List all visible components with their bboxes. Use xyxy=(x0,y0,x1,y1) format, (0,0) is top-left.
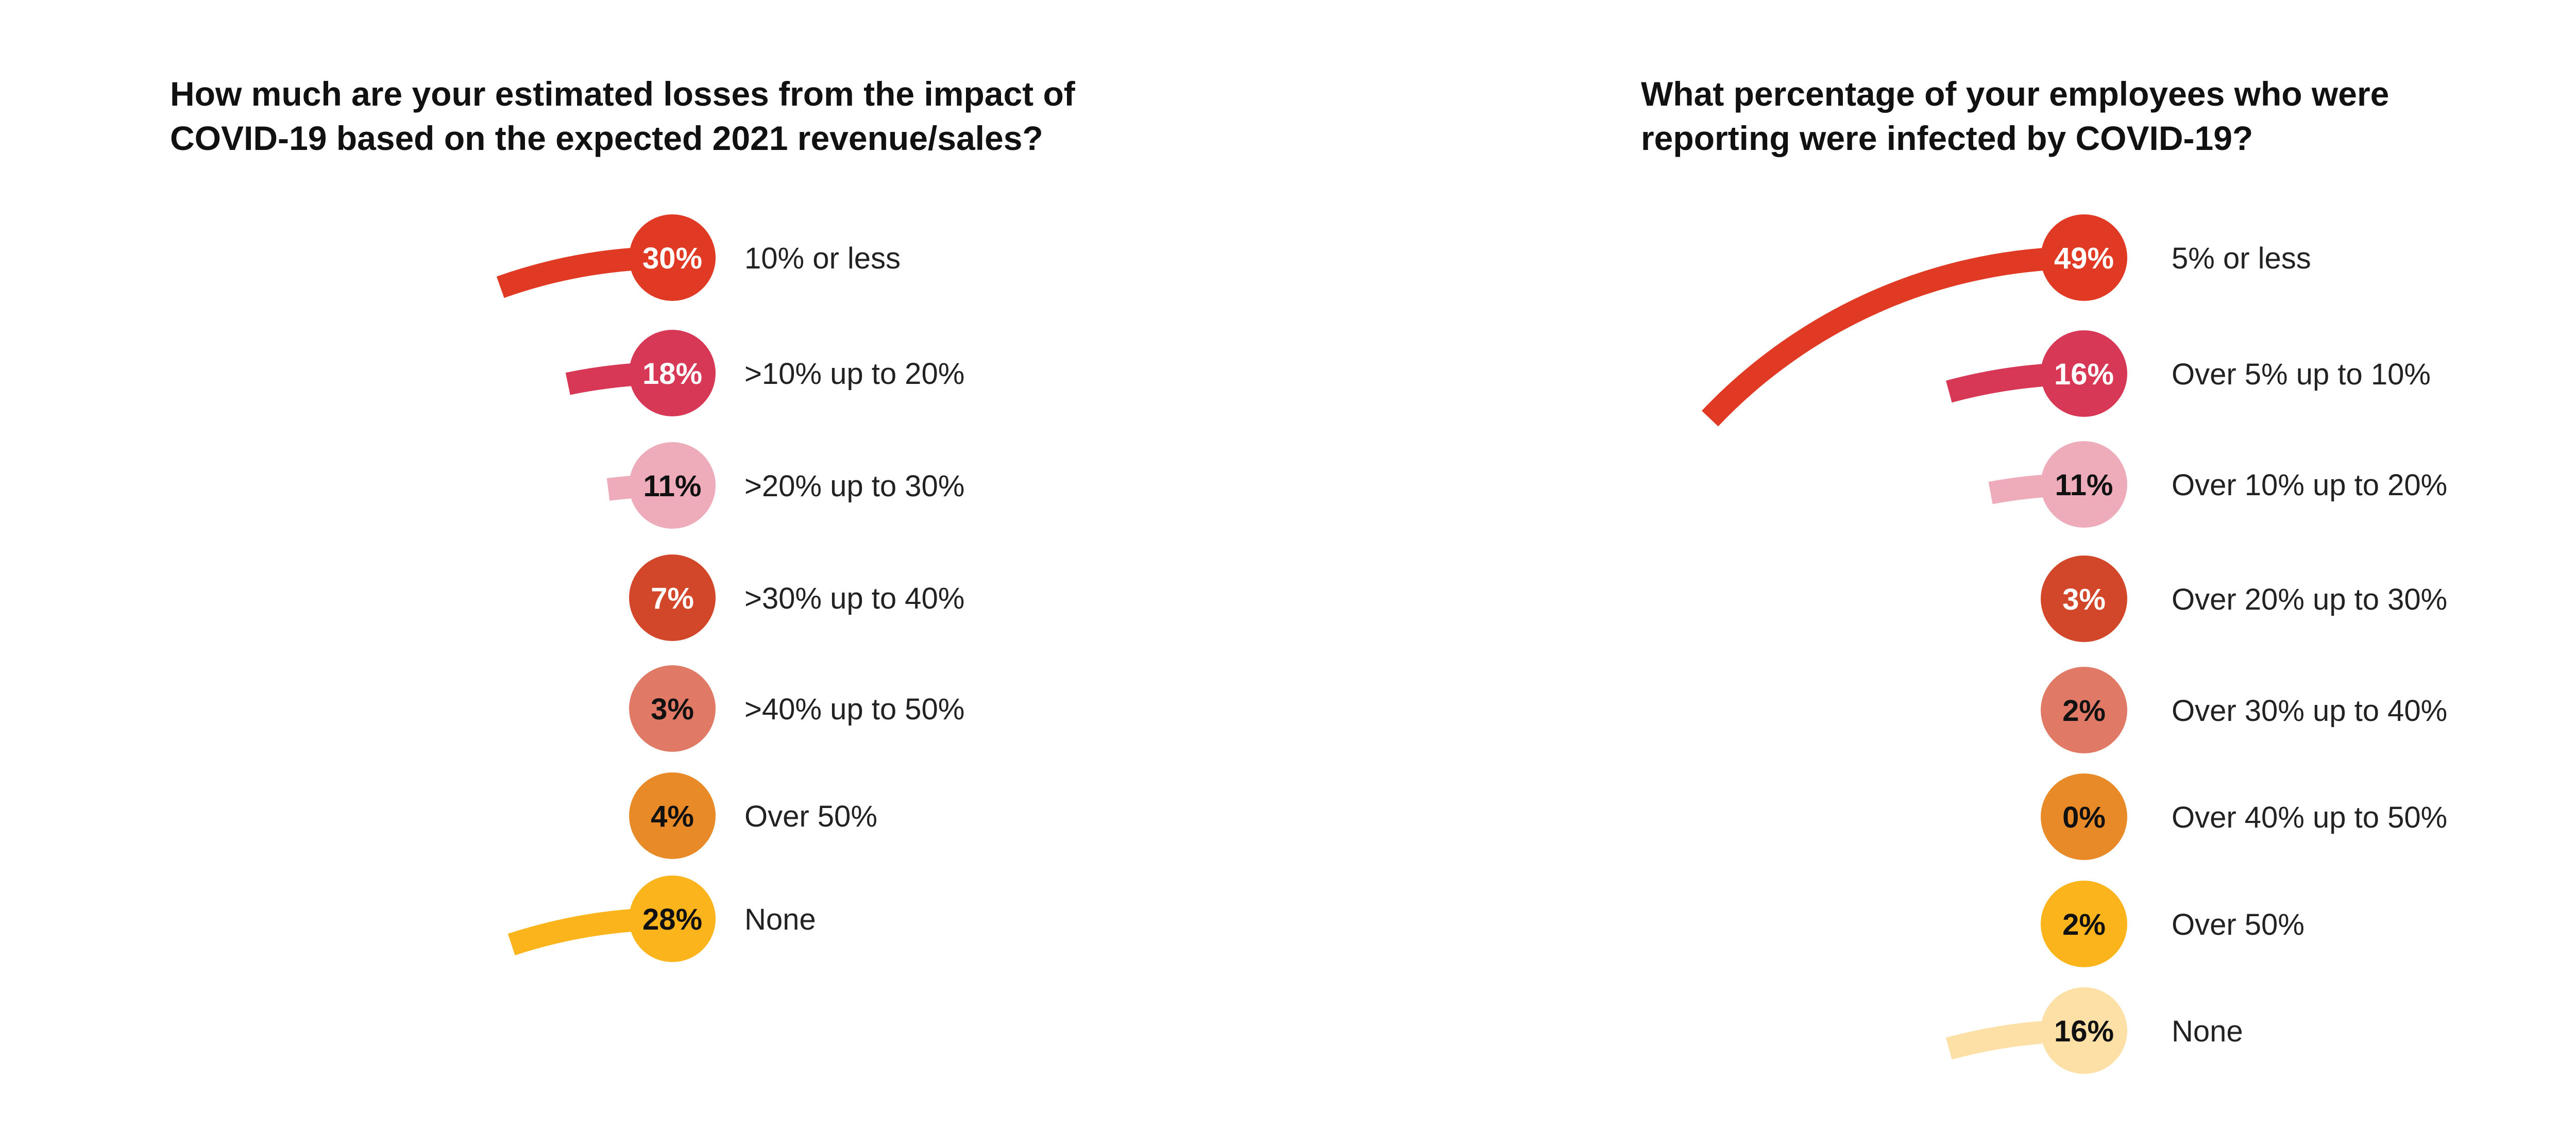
value-circle-over-10-up-to-20 xyxy=(2041,441,2127,528)
value-circle-40-up-to-50 xyxy=(629,665,716,752)
value-label-none: 16% xyxy=(2054,1015,2114,1048)
value-circle-30-up-to-40 xyxy=(629,554,716,641)
value-label-none: 28% xyxy=(642,903,702,936)
value-circle-none xyxy=(2041,987,2127,1074)
category-label-over-30-up-to-40: Over 30% up to 40% xyxy=(2172,694,2447,728)
value-circle-over-50 xyxy=(629,772,716,859)
value-circle-20-up-to-30 xyxy=(629,442,716,529)
value-label-over-5-up-to-10: 16% xyxy=(2054,358,2114,391)
arc-bar-5-or-less xyxy=(1702,246,2084,427)
category-label-over-50: Over 50% xyxy=(2172,908,2304,941)
value-circle-over-5-up-to-10 xyxy=(2041,330,2127,417)
value-circle-10-or-less xyxy=(629,214,716,301)
value-label-10-up-to-20: 18% xyxy=(642,357,702,391)
category-label-none: None xyxy=(2172,1015,2243,1048)
value-label-over-10-up-to-20: 11% xyxy=(2055,468,2113,502)
value-label-over-20-up-to-30: 3% xyxy=(2062,583,2106,616)
value-circle-none xyxy=(629,875,716,962)
chart-title-line: reporting were infected by COVID-19? xyxy=(1641,119,2253,157)
category-label-20-up-to-30: >20% up to 30% xyxy=(744,469,964,503)
chart-title-line: What percentage of your employees who we… xyxy=(1641,75,2389,113)
chart-title-line: How much are your estimated losses from … xyxy=(170,75,1075,113)
category-label-30-up-to-40: >30% up to 40% xyxy=(744,582,964,615)
chart-title-infections: What percentage of your employees who we… xyxy=(1641,72,2517,161)
category-label-over-5-up-to-10: Over 5% up to 10% xyxy=(2172,358,2431,391)
value-circle-over-20-up-to-30 xyxy=(2041,555,2127,642)
value-circle-over-40-up-to-50 xyxy=(2041,773,2127,860)
category-label-over-10-up-to-20: Over 10% up to 20% xyxy=(2172,468,2447,502)
category-label-10-up-to-20: >10% up to 20% xyxy=(744,357,964,391)
category-label-40-up-to-50: >40% up to 50% xyxy=(744,693,964,726)
chart-title-line: COVID-19 based on the expected 2021 reve… xyxy=(170,119,1043,157)
value-label-over-30-up-to-40: 2% xyxy=(2062,694,2106,728)
value-label-over-50: 4% xyxy=(651,800,694,833)
losses-radial-chart: 30% 10% or less 18% >10% up to 20% 11% >20% u… xyxy=(496,214,964,962)
category-label-over-40-up-to-50: Over 40% up to 50% xyxy=(2172,801,2447,834)
value-label-30-up-to-40: 7% xyxy=(651,582,694,615)
value-label-over-50: 2% xyxy=(2062,908,2106,941)
value-label-over-40-up-to-50: 0% xyxy=(2062,801,2106,834)
value-label-40-up-to-50: 3% xyxy=(651,693,694,726)
value-circle-over-50 xyxy=(2041,881,2127,967)
value-label-10-or-less: 30% xyxy=(642,242,702,275)
value-circle-over-30-up-to-40 xyxy=(2041,667,2127,753)
category-label-10-or-less: 10% or less xyxy=(744,242,901,275)
value-circle-10-up-to-20 xyxy=(629,330,716,416)
category-label-over-20-up-to-30: Over 20% up to 30% xyxy=(2172,583,2447,616)
category-label-5-or-less: 5% or less xyxy=(2172,242,2311,275)
chart-title-losses: How much are your estimated losses from … xyxy=(170,72,1175,161)
value-label-5-or-less: 49% xyxy=(2054,242,2114,275)
value-label-20-up-to-30: 11% xyxy=(643,469,702,503)
category-label-none: None xyxy=(744,903,816,936)
value-circle-5-or-less xyxy=(2041,214,2127,301)
infections-radial-chart: 49% 5% or less 16% Over 5% up to 10% 11% Over… xyxy=(1702,214,2447,1074)
category-label-over-50: Over 50% xyxy=(744,800,877,833)
